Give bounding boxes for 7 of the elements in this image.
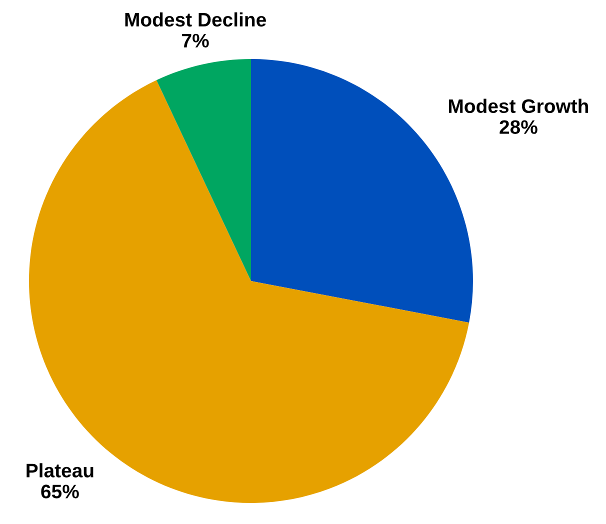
slice-label: Modest Decline <box>125 12 266 27</box>
slice-label: Modest Growth <box>449 98 588 114</box>
data-label: 28% <box>500 120 538 134</box>
data-label: 7% <box>182 34 209 48</box>
data-label: 65% <box>41 484 79 498</box>
pie-slice <box>156 59 251 281</box>
slice-label: Plateau <box>26 463 94 478</box>
